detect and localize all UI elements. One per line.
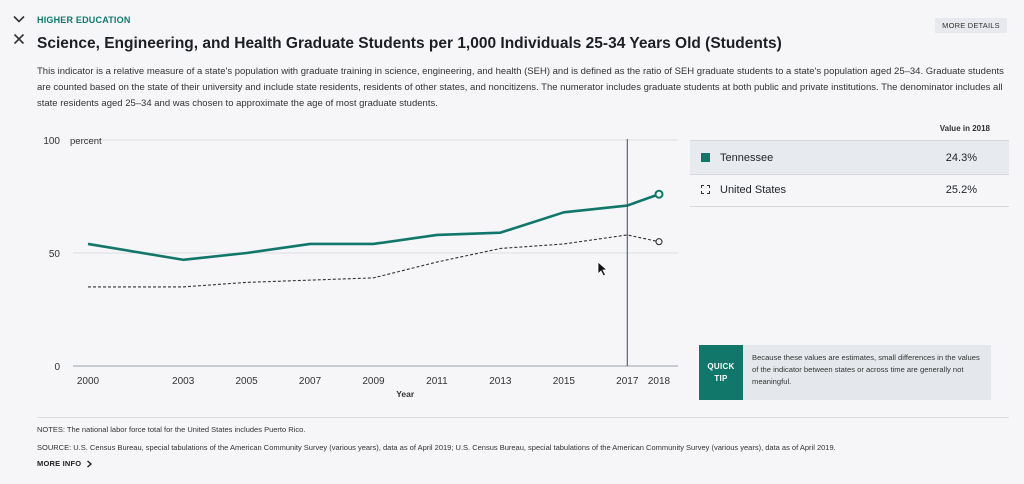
- x-tick-label: 2007: [299, 376, 322, 387]
- legend-name: Tennessee: [720, 151, 774, 164]
- more-info-link[interactable]: MORE INFO: [37, 459, 93, 468]
- end-point-tennessee: [654, 189, 664, 199]
- line-chart[interactable]: 0 50 100 percent 2000 2003 2005 2007 2009 2011 201…: [0, 120, 680, 405]
- legend-value: 25.2%: [945, 183, 977, 196]
- y-unit-label: percent: [70, 136, 102, 147]
- x-tick-label: 2005: [235, 376, 258, 387]
- footer-divider: [37, 417, 1009, 418]
- quick-tip-label-line1: QUICK: [707, 361, 735, 371]
- page-title: Science, Engineering, and Health Graduat…: [37, 35, 782, 52]
- united-states-swatch: [701, 185, 710, 194]
- x-tick-label: 2015: [553, 376, 576, 387]
- series-line-united-states: [88, 234, 660, 288]
- x-tick-label: 2003: [172, 376, 195, 387]
- chevron-right-icon: [87, 459, 93, 468]
- x-tick-label: 2017: [616, 376, 639, 387]
- end-point-united-states: [655, 238, 663, 246]
- series-line-tennessee: [87, 193, 660, 262]
- mouse-cursor-icon: [597, 261, 609, 277]
- chevron-down-icon[interactable]: [10, 10, 28, 28]
- x-tick-label: 2013: [489, 376, 512, 387]
- indicator-description: This indicator is a relative measure of …: [37, 66, 1004, 109]
- y-tick-label: 100: [43, 136, 60, 147]
- legend-value: 24.3%: [945, 151, 977, 164]
- source-text: SOURCE: U.S. Census Bureau, special tabu…: [37, 443, 836, 452]
- quick-tip-label-line2: TIP: [714, 373, 728, 383]
- x-tick-label: 2011: [426, 376, 448, 387]
- legend-name: United States: [720, 183, 787, 196]
- tennessee-swatch: [701, 153, 710, 162]
- quick-tip-text: Because these values are estimates, smal…: [752, 353, 980, 386]
- y-tick-label: 0: [54, 362, 60, 373]
- quick-tip: QUICK TIP Because these values are estim…: [699, 345, 991, 400]
- legend-row-tennessee[interactable]: Tennessee 24.3%: [690, 140, 1009, 175]
- section-eyebrow: HIGHER EDUCATION: [37, 15, 131, 25]
- legend-row-united-states[interactable]: United States 25.2%: [690, 173, 1009, 207]
- more-info-label: MORE INFO: [37, 459, 82, 468]
- value-column-header: Value in 2018: [939, 124, 990, 133]
- x-tick-label: 2018: [648, 376, 671, 387]
- close-icon[interactable]: [10, 30, 28, 48]
- notes-text: NOTES: The national labor force total fo…: [37, 425, 306, 434]
- y-tick-label: 50: [49, 249, 61, 260]
- more-details-button[interactable]: MORE DETAILS: [935, 18, 1007, 33]
- x-axis-label: Year: [396, 389, 415, 399]
- x-tick-label: 2009: [362, 376, 385, 387]
- quick-tip-label: QUICK TIP: [699, 345, 743, 400]
- x-tick-label: 2000: [77, 376, 100, 387]
